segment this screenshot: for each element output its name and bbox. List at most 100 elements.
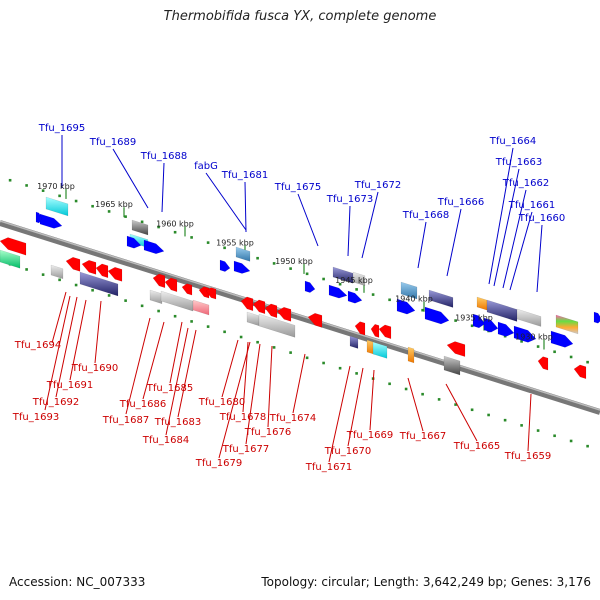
leader-line	[177, 329, 197, 418]
scale-dot	[454, 319, 457, 322]
lower-gene-label: Tfu_1677	[222, 444, 269, 455]
leader-line	[493, 168, 520, 287]
leader-line	[297, 193, 319, 247]
feature-steel	[400, 281, 418, 300]
kbp-label: 1930 kbp	[515, 333, 553, 342]
lower-gene-label: Tfu_1690	[71, 363, 118, 374]
scale-dot	[58, 278, 61, 282]
upper-gene-label: Tfu_1664	[489, 136, 536, 147]
reverse-gene-arrow	[164, 277, 178, 293]
scale-dot	[355, 288, 358, 291]
scale-dot	[173, 230, 177, 234]
scale-dot	[289, 351, 292, 354]
scale-dot	[322, 277, 325, 281]
forward-gene-arrow	[593, 311, 600, 324]
scale-dot	[140, 220, 144, 224]
reverse-gene-arrow	[378, 324, 392, 340]
upper-gene-label: Tfu_1689	[89, 137, 136, 148]
upper-gene-label: Tfu_1661	[508, 200, 555, 211]
lower-gene-label: Tfu_1671	[305, 462, 352, 473]
scale-dot	[41, 189, 45, 192]
scale-dot	[91, 288, 94, 292]
scale-dot	[272, 346, 276, 349]
lower-gene-label: Tfu_1659	[504, 451, 551, 462]
reverse-gene-arrow	[370, 323, 380, 338]
scale-dot	[190, 236, 193, 239]
scale-dot	[553, 434, 556, 438]
feature-gray	[516, 308, 542, 327]
scale-dot	[503, 418, 507, 422]
reverse-gene-arrow	[95, 263, 109, 279]
feature-gray	[443, 355, 461, 376]
leader-line	[509, 211, 533, 291]
feature-steel	[235, 246, 251, 262]
upper-gene-label: Tfu_1675	[274, 182, 321, 193]
forward-gene-arrow	[143, 239, 165, 255]
forward-gene-arrow	[472, 313, 486, 329]
upper-gene-label: Tfu_1662	[502, 178, 549, 189]
leader-line	[161, 162, 165, 213]
scale-dot	[223, 246, 226, 250]
lower-gene-label: Tfu_1674	[269, 413, 316, 424]
lower-gene-label: Tfu_1687	[102, 415, 149, 426]
leader-line	[142, 321, 165, 400]
forward-gene-arrow	[497, 321, 515, 337]
leader-line	[347, 205, 351, 257]
leader-line	[328, 365, 351, 463]
forward-gene-arrow	[513, 325, 537, 343]
upper-gene-label: Tfu_1673	[326, 194, 373, 205]
scale-dot	[190, 320, 193, 323]
scale-dot	[223, 330, 226, 334]
leader-line	[369, 369, 375, 431]
lower-gene-label: Tfu_1693	[12, 412, 59, 423]
feature-navy	[428, 289, 454, 308]
scale-dot	[520, 424, 523, 427]
forward-gene-arrow	[347, 290, 363, 304]
upper-gene-label: fabG	[194, 161, 218, 172]
lower-gene-label: Tfu_1694	[14, 340, 61, 351]
genome-backbone-highlight	[0, 220, 600, 411]
forward-gene-arrow	[233, 260, 251, 274]
leader-line	[205, 172, 247, 231]
reverse-gene-arrow	[81, 259, 97, 275]
reverse-gene-arrow	[65, 256, 81, 272]
scale-dot	[305, 272, 309, 276]
feature-gray	[131, 219, 149, 236]
map-title: Thermobifida fusca YX, complete genome	[163, 9, 437, 24]
scale-dot	[140, 304, 144, 308]
leader-line	[488, 147, 514, 285]
leader-line	[536, 224, 543, 293]
feature-gray	[258, 313, 296, 338]
scale-dot	[553, 350, 556, 354]
scale-dot	[421, 392, 424, 396]
leader-line	[267, 345, 273, 428]
scale-dot	[206, 241, 210, 244]
feature-pink	[192, 299, 210, 316]
reverse-gene-arrow	[205, 287, 217, 300]
upper-gene-label: Tfu_1666	[437, 197, 484, 208]
kbp-label: 1950 kbp	[275, 257, 313, 266]
scale-dot	[437, 398, 441, 401]
leader-line	[347, 367, 364, 447]
scale-dot	[487, 413, 490, 417]
scale-dot	[256, 340, 259, 344]
scale-dot	[371, 293, 375, 296]
leader-line	[445, 383, 478, 442]
scale-dot	[586, 360, 589, 364]
scale-dot	[454, 403, 457, 406]
lower-gene-label: Tfu_1686	[119, 399, 166, 410]
scale-dot	[470, 324, 474, 328]
leader-line	[165, 327, 189, 436]
lower-gene-label: Tfu_1680	[198, 397, 245, 408]
lower-gene-label: Tfu_1683	[154, 417, 201, 428]
topology-text: Topology: circular; Length: 3,642,249 bp…	[261, 575, 591, 589]
scale-dot	[157, 309, 160, 313]
scale-dot	[107, 210, 111, 213]
scale-dot	[470, 408, 474, 412]
forward-gene-arrow	[550, 330, 574, 348]
upper-gene-label: Tfu_1668	[402, 210, 449, 221]
leader-line	[502, 189, 527, 289]
scale-dot	[569, 439, 573, 443]
reverse-gene-arrow	[573, 364, 587, 380]
